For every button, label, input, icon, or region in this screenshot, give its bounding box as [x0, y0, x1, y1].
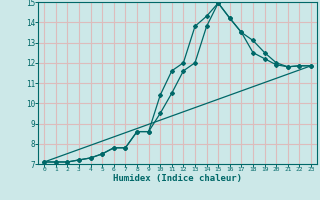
X-axis label: Humidex (Indice chaleur): Humidex (Indice chaleur) [113, 174, 242, 183]
